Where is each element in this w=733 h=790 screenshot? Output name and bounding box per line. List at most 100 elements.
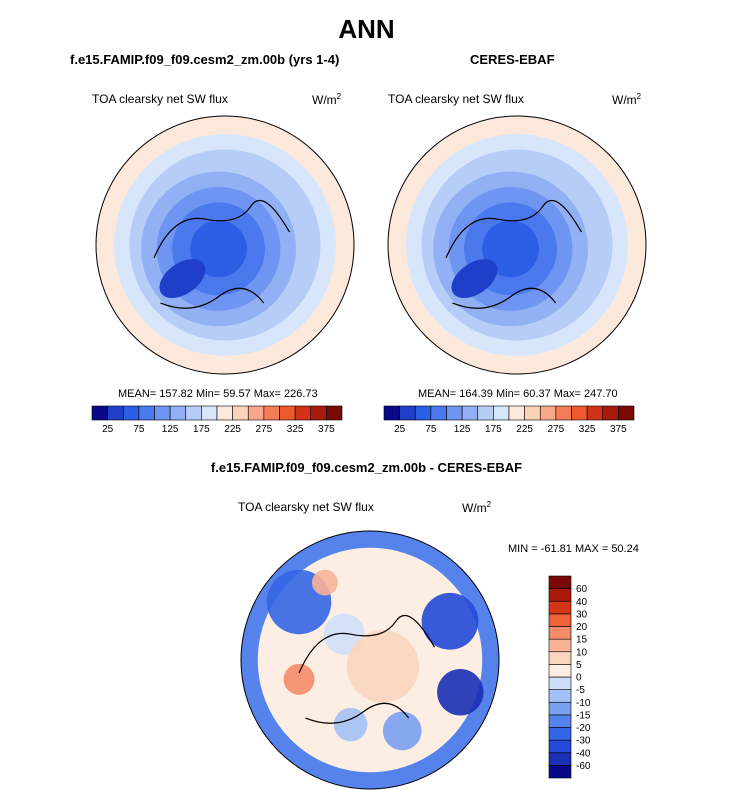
obs-colorbar-box-4 (446, 405, 463, 421)
diff-colorbar-tick-label: -30 (576, 736, 591, 747)
diff-colorbar-tick-label: 30 (576, 609, 588, 620)
diff-colorbar-tick-label: -60 (576, 761, 591, 772)
diff-colorbar-tick-label: 10 (576, 647, 588, 658)
model-colorbar-box-7 (201, 405, 218, 421)
diff-stats: MIN = -61.81 MAX = 50.24 (508, 543, 639, 555)
obs-colorbar-tick-label: 375 (610, 424, 627, 435)
diff-units-label: W/m2 (462, 500, 492, 515)
diff-colorbar-tick-label: -10 (576, 698, 591, 709)
obs-variable-label: TOA clearsky net SW flux (388, 92, 524, 106)
obs-colorbar-box-13 (586, 405, 604, 421)
diff-colorbar-box-10 (548, 638, 572, 653)
diff-colorbar-box-13 (548, 600, 572, 615)
obs-units-label: W/m2 (612, 92, 642, 107)
model-colorbar-box-4 (154, 405, 171, 421)
obs-field (388, 116, 646, 374)
obs-colorbar-tick-label: 25 (394, 424, 406, 435)
model-greenland-blob (159, 259, 206, 299)
model-colorbar-box-8 (216, 405, 233, 421)
diff-patch-7 (382, 711, 422, 751)
model-colorbar-box-1 (107, 405, 124, 421)
model-colorbar-box-5 (169, 405, 187, 421)
model-map-border (95, 115, 355, 375)
diff-colorbar-tick-label: -40 (576, 748, 591, 759)
diff-colorbar-box-4 (548, 714, 572, 728)
diff-patch-5 (283, 663, 315, 695)
obs-band-6 (482, 220, 539, 278)
diff-patch-1 (421, 592, 479, 650)
obs-colorbar-box-7 (493, 405, 510, 421)
diff-colorbar-tick-label: -20 (576, 723, 591, 734)
model-stats: MEAN= 157.82 Min= 59.57 Max= 226.73 (118, 388, 318, 400)
model-colorbar-box-12 (279, 405, 296, 421)
obs-colorbar-box-11 (555, 405, 572, 421)
model-units-label: W/m2 (312, 92, 342, 107)
obs-panel-title: CERES-EBAF (470, 52, 555, 67)
obs-colorbar-tick-label: 275 (548, 424, 565, 435)
obs-colorbar-box-5 (461, 405, 479, 421)
model-colorbar-tick-label: 175 (193, 424, 210, 435)
model-colorbar-tick-label: 325 (287, 424, 304, 435)
model-colorbar-box-10 (247, 405, 265, 421)
diff-colorbar-box-12 (548, 613, 572, 627)
diff-patch-4 (346, 630, 420, 703)
diff-colorbar-box-9 (548, 651, 572, 665)
model-panel-title: f.e15.FAMIP.f09_f09.cesm2_zm.00b (yrs 1-… (70, 52, 340, 67)
diff-colorbar-box-2 (548, 739, 572, 754)
obs-colorbar-box-0 (383, 405, 400, 421)
model-colorbar-tick-label: 25 (102, 424, 114, 435)
model-colorbar-tick-label: 375 (318, 424, 335, 435)
obs-colorbar-box-3 (430, 405, 447, 421)
model-coastline (153, 199, 291, 309)
diff-patch-2 (437, 669, 484, 716)
diff-field (241, 531, 499, 789)
diff-outer-ring (241, 531, 499, 789)
model-colorbar-box-15 (326, 405, 343, 421)
model-colorbar-box-3 (138, 405, 155, 421)
obs-colorbar-box-14 (602, 405, 619, 421)
diff-colorbar-box-5 (548, 701, 572, 716)
obs-polar-map (387, 115, 647, 375)
diff-colorbar-tick-label: 60 (576, 584, 588, 595)
diff-colorbar-tick-label: -15 (576, 710, 591, 721)
model-colorbar-tick-label: 75 (133, 424, 145, 435)
diff-panel-title: f.e15.FAMIP.f09_f09.cesm2_zm.00b - CERES… (210, 460, 523, 475)
obs-colorbar: 25 75 125 175 225 275 325 375 (383, 405, 635, 435)
diff-colorbar-tick-label: -5 (576, 685, 585, 696)
model-colorbar-box-13 (294, 405, 312, 421)
obs-colorbar-box-8 (508, 405, 525, 421)
diff-coastline (298, 614, 436, 724)
model-colorbar-box-0 (91, 405, 108, 421)
diff-colorbar-box-7 (548, 676, 572, 690)
model-colorbar-tick-label: 275 (256, 424, 273, 435)
diff-colorbar-box-1 (548, 752, 572, 766)
obs-colorbar-box-2 (414, 405, 432, 421)
obs-stats: MEAN= 164.39 Min= 60.37 Max= 247.70 (418, 388, 618, 400)
obs-greenland-blob (451, 259, 498, 299)
diff-colorbar-tick-label: 15 (576, 635, 588, 646)
model-variable-label: TOA clearsky net SW flux (92, 92, 228, 106)
diff-colorbar-tick-label: 20 (576, 622, 588, 633)
diff-colorbar-tick-label: 5 (576, 660, 582, 671)
diff-colorbar-tick-label: 0 (576, 673, 582, 684)
model-colorbar-box-6 (185, 405, 202, 421)
diff-variable-label: TOA clearsky net SW flux (238, 500, 374, 514)
obs-map-border (387, 115, 647, 375)
diff-colorbar-box-11 (548, 626, 572, 640)
diff-patch-8 (333, 707, 368, 742)
obs-colorbar-tick-label: 325 (579, 424, 596, 435)
model-band-6 (190, 220, 247, 278)
model-polar-map (95, 115, 355, 375)
obs-colorbar-tick-label: 125 (454, 424, 471, 435)
model-colorbar-box-14 (310, 405, 327, 421)
model-colorbar-box-9 (232, 405, 249, 421)
diff-polar-map (240, 530, 500, 790)
diff-colorbar-box-6 (548, 689, 572, 703)
obs-colorbar-tick-label: 175 (485, 424, 502, 435)
model-field (96, 116, 354, 374)
obs-colorbar-box-10 (539, 405, 557, 421)
main-title: ANN (338, 14, 395, 44)
obs-colorbar-box-15 (618, 405, 635, 421)
diff-colorbar-box-15 (548, 575, 572, 589)
